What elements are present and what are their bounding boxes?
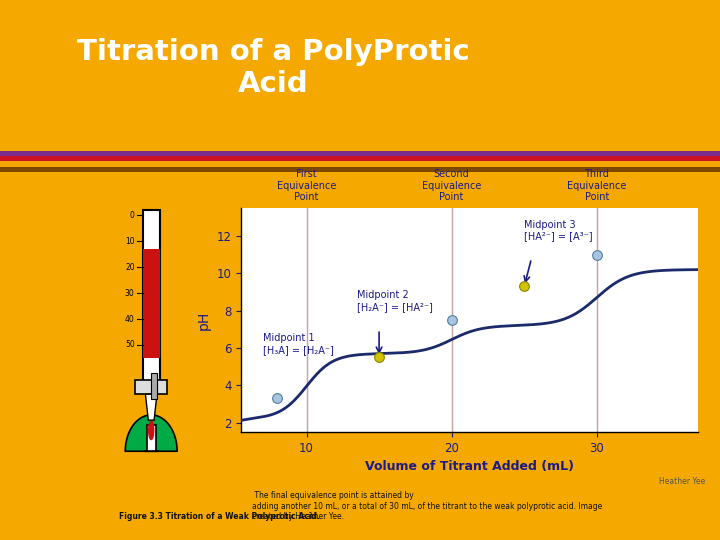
Bar	[0, 151, 720, 156]
Text: 20: 20	[125, 262, 135, 272]
Polygon shape	[145, 394, 157, 420]
Polygon shape	[125, 415, 177, 451]
Text: Second
Equivalence
Point: Second Equivalence Point	[422, 169, 482, 202]
Bar	[143, 249, 160, 358]
Circle shape	[149, 421, 154, 440]
Text: 50: 50	[125, 340, 135, 349]
Bar	[147, 426, 156, 451]
X-axis label: Volume of Titrant Added (mL): Volume of Titrant Added (mL)	[365, 460, 575, 473]
Text: 30: 30	[125, 288, 135, 298]
Text: Third
Equivalence
Point: Third Equivalence Point	[567, 169, 626, 202]
Bar	[0, 161, 720, 166]
Y-axis label: pH: pH	[197, 310, 211, 329]
Text: The final equivalence point is attained by
adding another 10 mL, or a total of 3: The final equivalence point is attained …	[252, 491, 602, 521]
Text: Figure 3.3 Titration of a Weak Polyprotic Acid.: Figure 3.3 Titration of a Weak Polyproti…	[119, 512, 320, 521]
Text: First
Equivalence
Point: First Equivalence Point	[276, 169, 336, 202]
Text: 0: 0	[130, 211, 135, 220]
Bar	[0, 166, 720, 172]
Bar	[0, 156, 720, 161]
Bar	[143, 210, 160, 381]
Text: 40: 40	[125, 314, 135, 323]
Text: Midpoint 3
[HA²⁻] = [A³⁻]: Midpoint 3 [HA²⁻] = [A³⁻]	[524, 219, 593, 241]
Text: Heather Yee: Heather Yee	[660, 477, 706, 486]
Text: Titration of a PolyProtic
Acid: Titration of a PolyProtic Acid	[77, 38, 470, 98]
Bar	[151, 374, 157, 400]
Bar	[135, 380, 167, 394]
Text: Midpoint 1
[H₃A] = [H₂A⁻]: Midpoint 1 [H₃A] = [H₂A⁻]	[263, 333, 334, 355]
Text: Midpoint 2
[H₂A⁻] = [HA²⁻]: Midpoint 2 [H₂A⁻] = [HA²⁻]	[357, 291, 433, 312]
Text: 10: 10	[125, 237, 135, 246]
